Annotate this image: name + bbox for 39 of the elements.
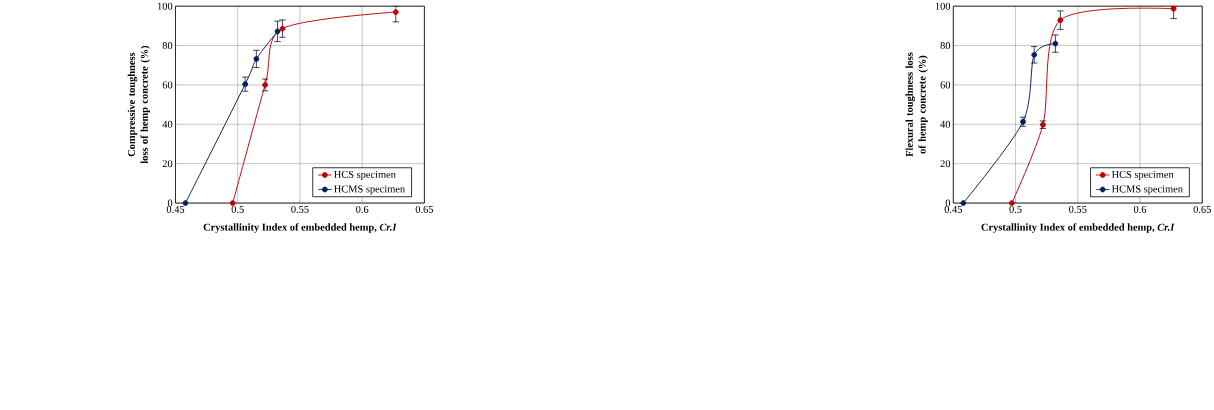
point bbox=[242, 81, 249, 88]
x-tick-label: 0.55 bbox=[291, 205, 309, 214]
x-tick-label: 0.5 bbox=[1009, 205, 1022, 214]
legend-label: HCMS specimen bbox=[334, 185, 405, 195]
y-tick-label: 40 bbox=[940, 120, 951, 128]
x-tick-label: 0.55 bbox=[1069, 205, 1087, 214]
x-tick-label: 0.65 bbox=[415, 205, 434, 214]
y-tick-label: 80 bbox=[162, 42, 173, 50]
point bbox=[960, 200, 967, 207]
y-axis-title: Flexural toughness loss of hemp concrete (%) bbox=[905, 52, 928, 157]
point bbox=[182, 200, 189, 207]
point bbox=[253, 56, 260, 62]
x-tick-label: 0.5 bbox=[231, 205, 244, 214]
point bbox=[1057, 17, 1064, 24]
y-tick-label: 100 bbox=[157, 2, 173, 10]
y-tick-label: 0 bbox=[167, 199, 173, 207]
y-tick-label: 0 bbox=[945, 199, 951, 207]
x-tick-label: 0.45 bbox=[166, 205, 185, 214]
y-tick-label: 100 bbox=[935, 2, 951, 10]
point bbox=[279, 25, 286, 32]
legend-label: HCMS specimen bbox=[1111, 185, 1183, 195]
y-tick-label: 20 bbox=[162, 160, 173, 168]
x-axis-title: Crystallinity Index of embedded hemp, Cr.I bbox=[203, 223, 397, 233]
y-tick-label: 20 bbox=[940, 160, 951, 168]
y-tick-label: 60 bbox=[940, 81, 951, 89]
y-tick-label: 40 bbox=[162, 120, 173, 128]
y-tick-label: 80 bbox=[940, 42, 951, 50]
legend-label: HCS specimen bbox=[334, 171, 396, 181]
legend-label: HCS specimen bbox=[1111, 171, 1174, 181]
point bbox=[1031, 52, 1038, 58]
x-tick-label: 0.6 bbox=[356, 205, 369, 214]
point bbox=[262, 82, 268, 88]
y-axis-title: Compressive toughness loss of hemp concrete (%) bbox=[127, 46, 150, 164]
y-tick-label: 60 bbox=[162, 81, 173, 89]
point bbox=[1052, 40, 1059, 47]
x-tick-label: 0.45 bbox=[944, 205, 963, 214]
x-axis-title: Crystallinity Index of embedded hemp, Cr.I bbox=[981, 223, 1175, 233]
x-tick-label: 0.6 bbox=[1133, 205, 1147, 214]
x-tick-label: 0.65 bbox=[1193, 205, 1211, 214]
